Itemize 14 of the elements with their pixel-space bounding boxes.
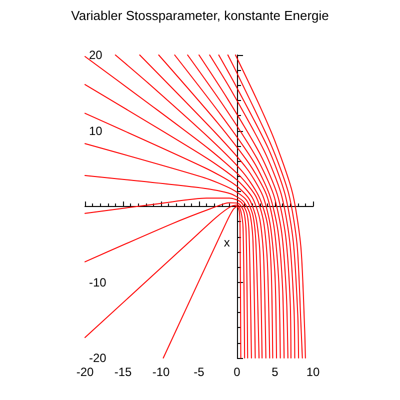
- x-tick-label: -20: [76, 365, 94, 379]
- y-tick-label: -10: [89, 275, 107, 290]
- line-series: [158, 54, 281, 358]
- x-axis-title: x: [224, 236, 230, 250]
- x-tick-label: -5: [194, 365, 205, 379]
- x-tick-label: 0: [234, 365, 241, 379]
- y-tick-label: 10: [89, 124, 103, 138]
- x-tick-label: 5: [272, 365, 279, 379]
- x-tick-label: -10: [152, 365, 170, 379]
- y-tick-label: 20: [89, 48, 103, 62]
- x-tick-label: 10: [306, 365, 320, 379]
- x-tick-label: -15: [114, 365, 132, 379]
- chart-title: Variabler Stossparameter, konstante Energie: [71, 8, 329, 23]
- y-tick-label: -20: [89, 351, 107, 365]
